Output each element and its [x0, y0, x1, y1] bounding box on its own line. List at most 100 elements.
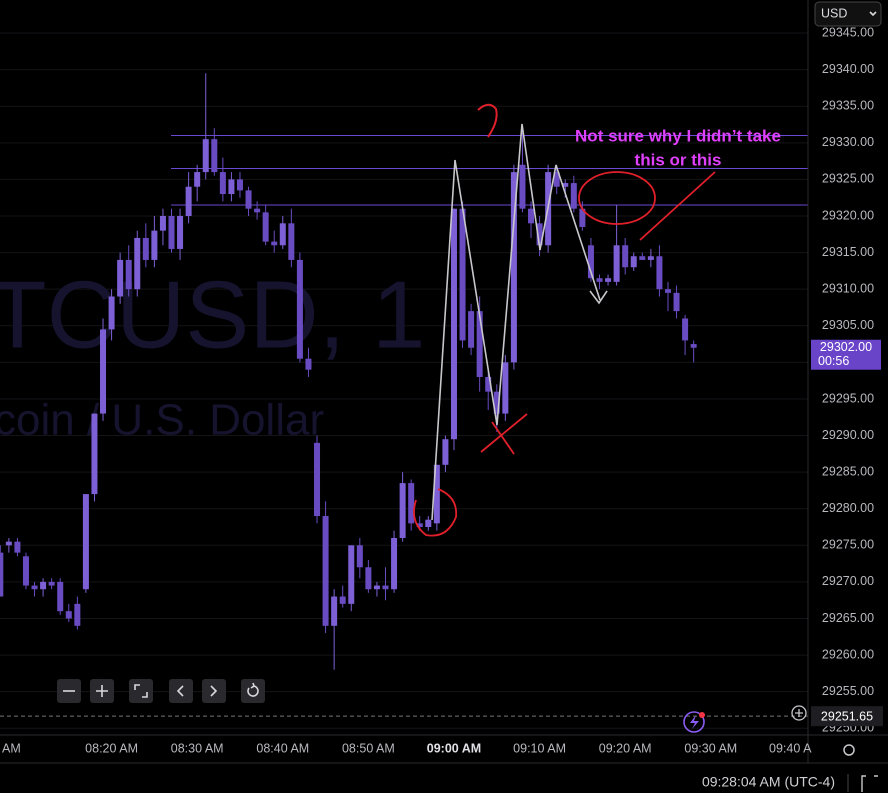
candle-body [31, 585, 38, 590]
icon [210, 685, 218, 697]
x-tick-label: 09:00 AM [427, 741, 481, 755]
candle-body [664, 289, 671, 293]
candle-body [40, 581, 47, 590]
candle-body [459, 208, 466, 341]
arrow-head [589, 290, 608, 305]
candle-body [254, 208, 261, 213]
annotation-text: this or this [635, 150, 722, 169]
drawings [413, 103, 716, 537]
settings-button[interactable] [843, 744, 855, 756]
x-tick-label: 08:40 AM [256, 741, 309, 755]
candle-body [125, 259, 132, 290]
alert-button[interactable] [683, 711, 705, 733]
y-tick-label: 29260.00 [822, 647, 874, 661]
candle-body [416, 523, 423, 528]
icon [690, 715, 699, 729]
candle-body [502, 362, 509, 414]
clock: 09:28:04 AM (UTC-4) [702, 774, 835, 790]
crosshair-price-tag [811, 706, 883, 727]
watermark-symbol: TCUSD, 1 [0, 261, 425, 368]
currency-dropdown[interactable]: USD [814, 1, 882, 27]
candle-body [485, 377, 492, 392]
x-tick-label: 09:20 AM [599, 741, 652, 755]
candle-body [0, 552, 4, 597]
candle-body [5, 541, 12, 546]
candle-body [168, 216, 175, 249]
y-tick-label: 29335.00 [822, 99, 874, 113]
y-tick-label: 29270.00 [822, 574, 874, 588]
x-tick-label: 09:40 A [769, 741, 812, 755]
candle-body [314, 442, 321, 517]
trend-drawing [431, 123, 601, 521]
icon [134, 684, 148, 698]
icon [96, 685, 108, 697]
candle-body [613, 245, 620, 282]
candle-body [493, 391, 500, 414]
candle-body [22, 556, 29, 586]
y-tick-label: 29315.00 [822, 245, 874, 259]
candle-body [639, 256, 646, 260]
candle-body [211, 139, 218, 173]
candle-body [673, 292, 680, 312]
candle-body [605, 278, 612, 282]
annotation-text: Not sure why I didn’t take [575, 126, 781, 145]
candle-body [365, 567, 372, 590]
y-tick-label: 29340.00 [822, 62, 874, 76]
x-tick-label: AM [2, 741, 21, 755]
candle-body [356, 545, 363, 568]
chevron[interactable] [869, 11, 877, 17]
x-tick-label: 08:50 AM [342, 741, 395, 755]
candle-body [656, 256, 663, 290]
candle-body [450, 208, 457, 440]
candle-body [159, 216, 166, 231]
candle-body [305, 358, 312, 370]
candle-body [194, 172, 201, 187]
candle-body [339, 596, 346, 604]
y-tick-label: 29285.00 [822, 464, 874, 478]
y-tick-label: 29275.00 [822, 538, 874, 552]
x-tick-label: 09:30 AM [684, 741, 737, 755]
candle-body [202, 139, 209, 173]
y-tick-label: 29280.00 [822, 501, 874, 515]
candle-body [142, 237, 149, 260]
icon [861, 775, 878, 792]
y-tick-label: 29345.00 [822, 25, 874, 39]
watermark-description: coin / U.S. Dollar [0, 396, 324, 445]
y-tick-label: 29255.00 [822, 684, 874, 698]
countdown-label: 00:56 [818, 354, 849, 368]
pointer-line [639, 171, 716, 241]
reset-button[interactable] [241, 679, 265, 703]
x-mark [491, 421, 515, 455]
candle-body [219, 172, 226, 195]
scroll-left-button[interactable] [169, 679, 193, 703]
candle-body [262, 212, 269, 242]
candle-body [228, 179, 235, 195]
candle-body [91, 413, 98, 495]
badge [699, 712, 705, 718]
question-mark [477, 103, 498, 138]
candle-body [100, 329, 107, 414]
candle-body [185, 186, 192, 217]
scroll-right-button[interactable] [202, 679, 226, 703]
candle-body [562, 183, 569, 187]
candle-body [117, 259, 124, 297]
candle-body [245, 190, 252, 209]
circle-mark [578, 171, 656, 225]
reset-scale-button[interactable] [129, 679, 153, 703]
x-tick-label: 08:20 AM [85, 741, 138, 755]
candle-body [151, 230, 158, 260]
candle-body [587, 245, 594, 279]
candle-body [519, 164, 526, 209]
candle-body [579, 208, 586, 227]
candle-body [425, 519, 432, 528]
candle-body [48, 581, 55, 586]
candle-body [622, 245, 629, 268]
dropdown-label[interactable]: USD [821, 6, 847, 20]
candle-body [382, 585, 389, 590]
candle-body [177, 216, 184, 249]
candle-body [553, 172, 560, 187]
dropdown-box[interactable] [814, 1, 882, 27]
zoom-toolbar [57, 679, 265, 703]
add-button[interactable] [791, 705, 807, 721]
